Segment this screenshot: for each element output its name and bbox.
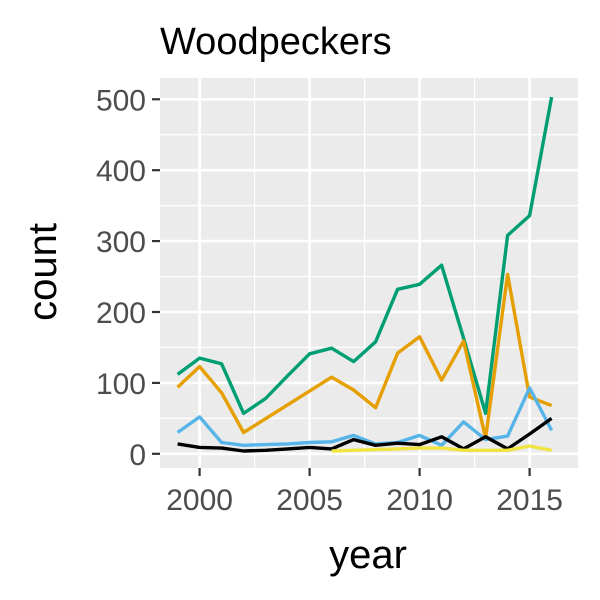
x-axis-title: year [329, 533, 407, 577]
y-axis: 0 100 200 300 400 500 [96, 84, 160, 472]
plot-panel [160, 78, 578, 468]
series-line-4 [177, 417, 553, 453]
y-tick-label: 400 [96, 155, 146, 188]
y-tick-label: 300 [96, 226, 146, 259]
y-tick-label: 200 [96, 297, 146, 330]
series-line-5 [331, 444, 552, 453]
y-tick-label: 0 [129, 439, 146, 472]
x-tick-label: 2015 [496, 484, 563, 517]
y-tick-label: 500 [96, 84, 146, 117]
x-tick-label: 2005 [276, 484, 343, 517]
series-line-1 [176, 96, 554, 416]
series-lines [176, 96, 554, 453]
y-axis-title: count [21, 223, 65, 321]
series-line-2 [176, 272, 553, 440]
x-axis: 2000 2005 2010 2015 [166, 468, 563, 517]
major-gridlines [160, 78, 578, 468]
y-tick-label: 100 [96, 368, 146, 401]
x-tick-label: 2000 [166, 484, 233, 517]
chart-title: Woodpeckers [160, 21, 392, 63]
x-tick-label: 2010 [386, 484, 453, 517]
